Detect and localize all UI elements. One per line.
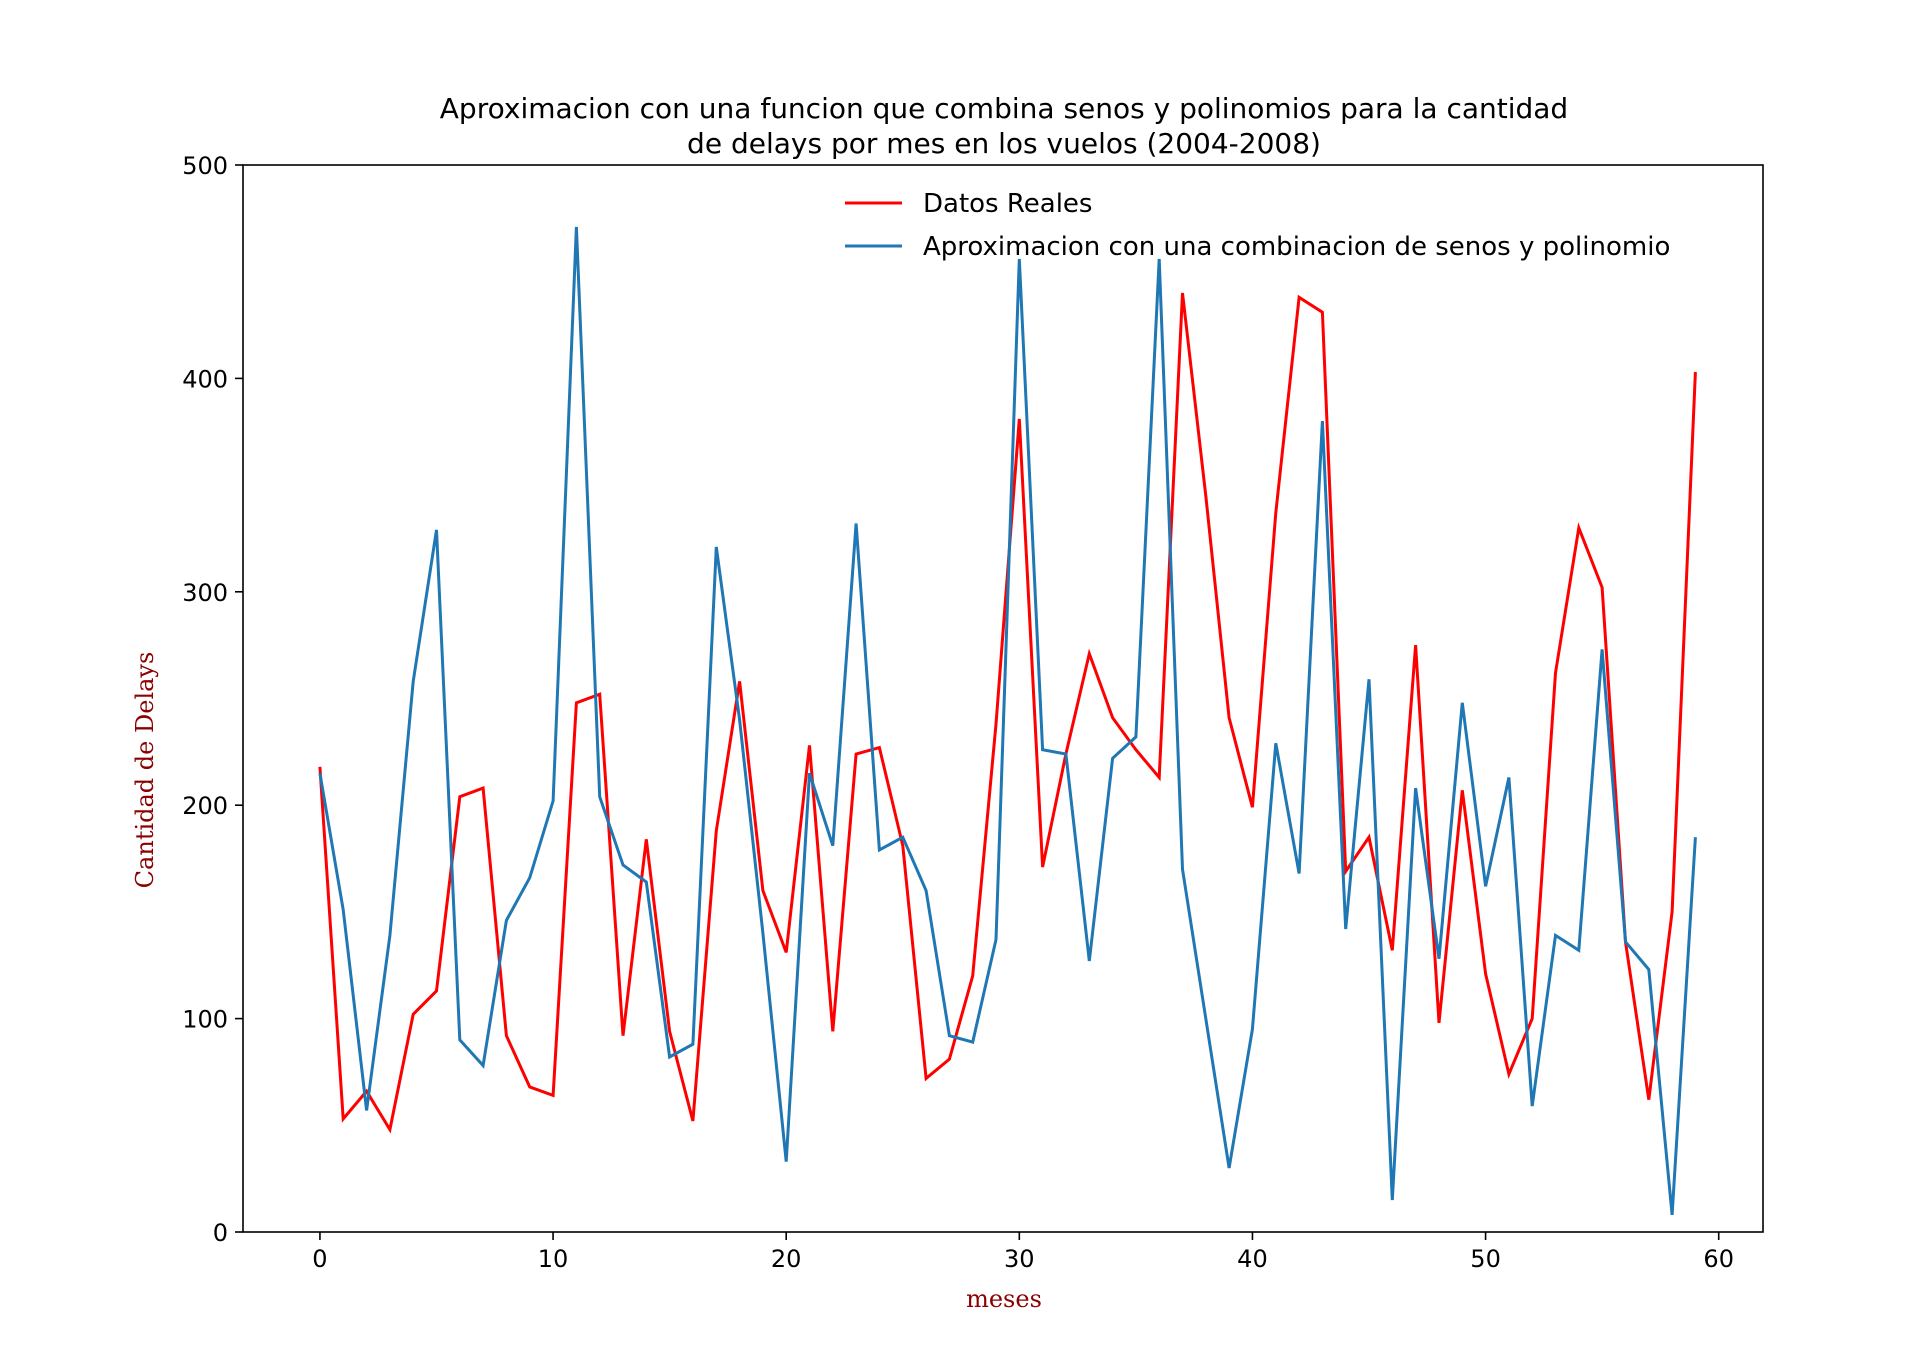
chart-title-line-2: de delays por mes en los vuelos (2004-20… xyxy=(687,127,1321,160)
x-tick-label: 50 xyxy=(1470,1245,1501,1273)
chart-title-line-1: Aproximacion con una funcion que combina… xyxy=(440,92,1568,125)
legend: Datos Reales Aproximacion con una combina… xyxy=(845,189,1670,262)
x-tick-label: 10 xyxy=(538,1245,569,1273)
legend-label-1: Datos Reales xyxy=(923,189,1092,219)
y-tick-label: 200 xyxy=(182,792,228,820)
y-tick-label: 300 xyxy=(182,579,228,607)
series-line-1 xyxy=(318,292,1697,1134)
x-tick-label: 20 xyxy=(771,1245,802,1273)
y-tick-label: 0 xyxy=(213,1219,228,1247)
y-axis-label: Cantidad de Delays xyxy=(131,652,159,889)
legend-label-2: Aproximacion con una combinacion de seno… xyxy=(923,232,1670,262)
x-tick-label: 60 xyxy=(1703,1245,1734,1273)
y-tick-label: 100 xyxy=(182,1006,228,1034)
series-line-2 xyxy=(318,226,1697,1216)
y-tick-label: 400 xyxy=(182,365,228,393)
y-tick-label: 500 xyxy=(182,152,228,180)
plot-frame xyxy=(242,164,1764,1233)
x-axis-label: meses xyxy=(966,1285,1042,1313)
plot-area: 0 10 20 30 40 50 60 0 100 200 300 400 500 xyxy=(182,152,1764,1273)
x-tick-label: 0 xyxy=(312,1245,327,1273)
chart-title: Aproximacion con una funcion que combina… xyxy=(440,92,1568,160)
x-tick-label: 30 xyxy=(1004,1245,1035,1273)
x-tick-label: 40 xyxy=(1237,1245,1268,1273)
